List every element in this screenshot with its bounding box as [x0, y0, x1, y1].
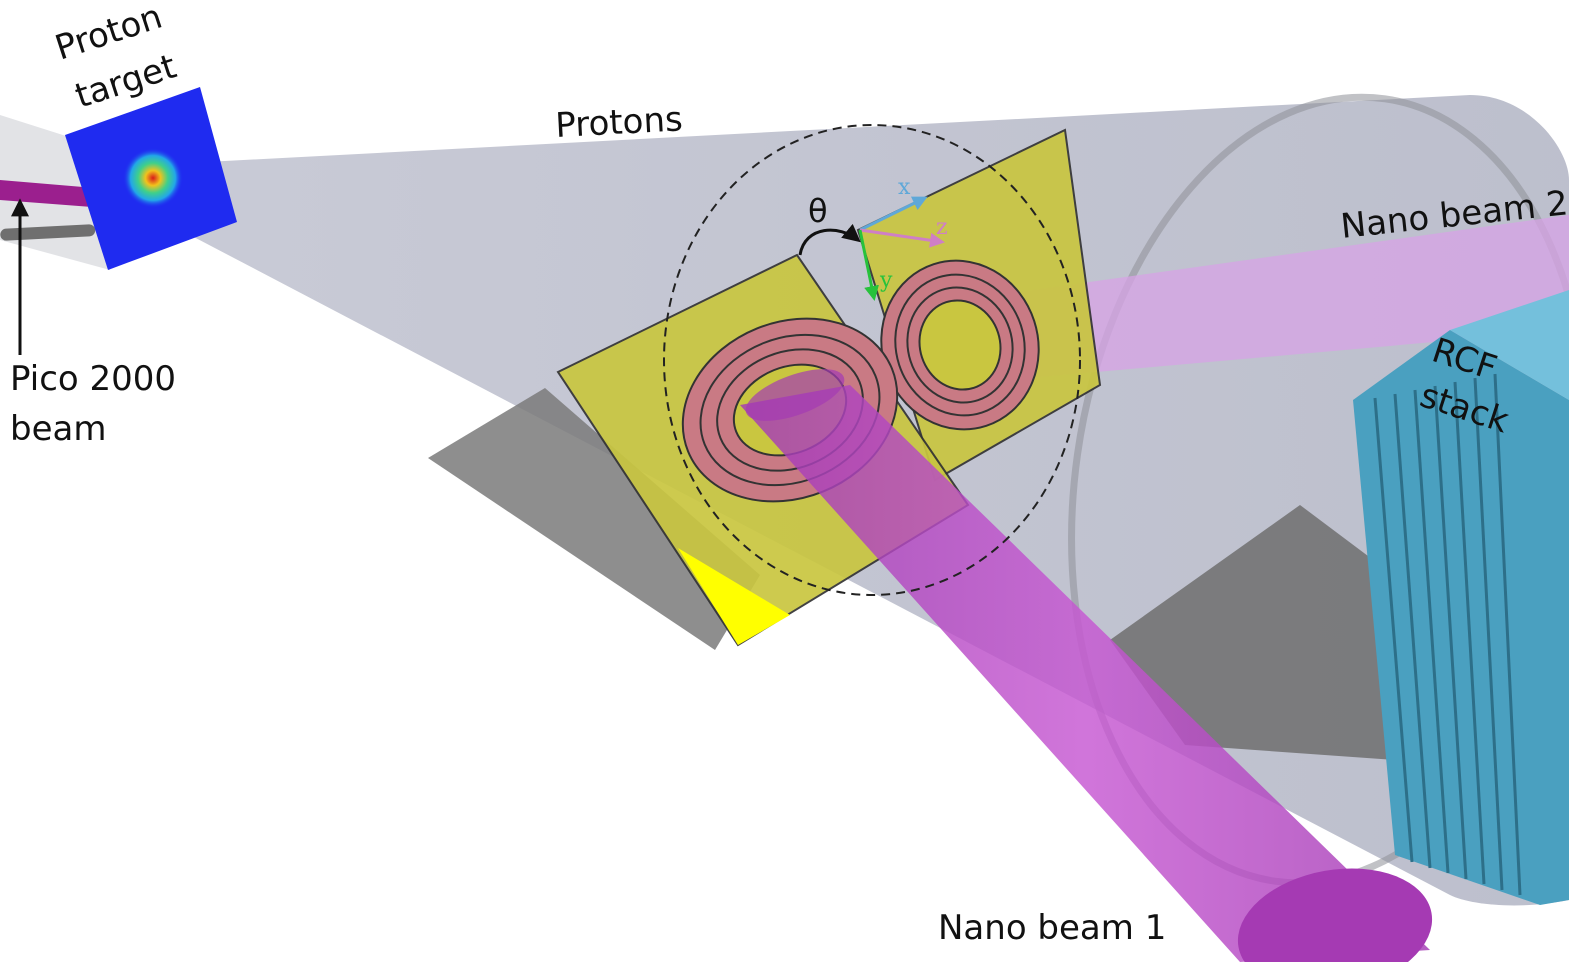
rcf-stack — [1353, 290, 1569, 905]
foil-2 — [856, 128, 1102, 482]
nano-beam-1-label: Nano beam 1 — [938, 908, 1166, 948]
rotation-circle — [663, 124, 1081, 596]
foil-shadow — [428, 388, 760, 650]
nano-beam-1 — [740, 369, 1433, 962]
rcf-shadow — [1110, 505, 1400, 760]
target-hot-spot — [123, 148, 183, 208]
theta-label: θ — [808, 192, 828, 230]
axis-x-label: x — [898, 175, 911, 200]
axis-z-arrow — [859, 228, 945, 248]
axis-z-label: z — [936, 215, 948, 240]
proton-target — [65, 87, 237, 270]
protons-label: Protons — [554, 99, 683, 146]
pico-label-line2: beam — [10, 409, 106, 449]
pico-label-line1: Pico 2000 — [10, 359, 176, 399]
theta-arrow — [798, 223, 861, 256]
axis-y-label: y — [879, 268, 893, 293]
pico-beam-shadow — [0, 224, 96, 241]
axis-y-arrow — [858, 229, 879, 301]
axis-x-arrow — [859, 196, 928, 232]
